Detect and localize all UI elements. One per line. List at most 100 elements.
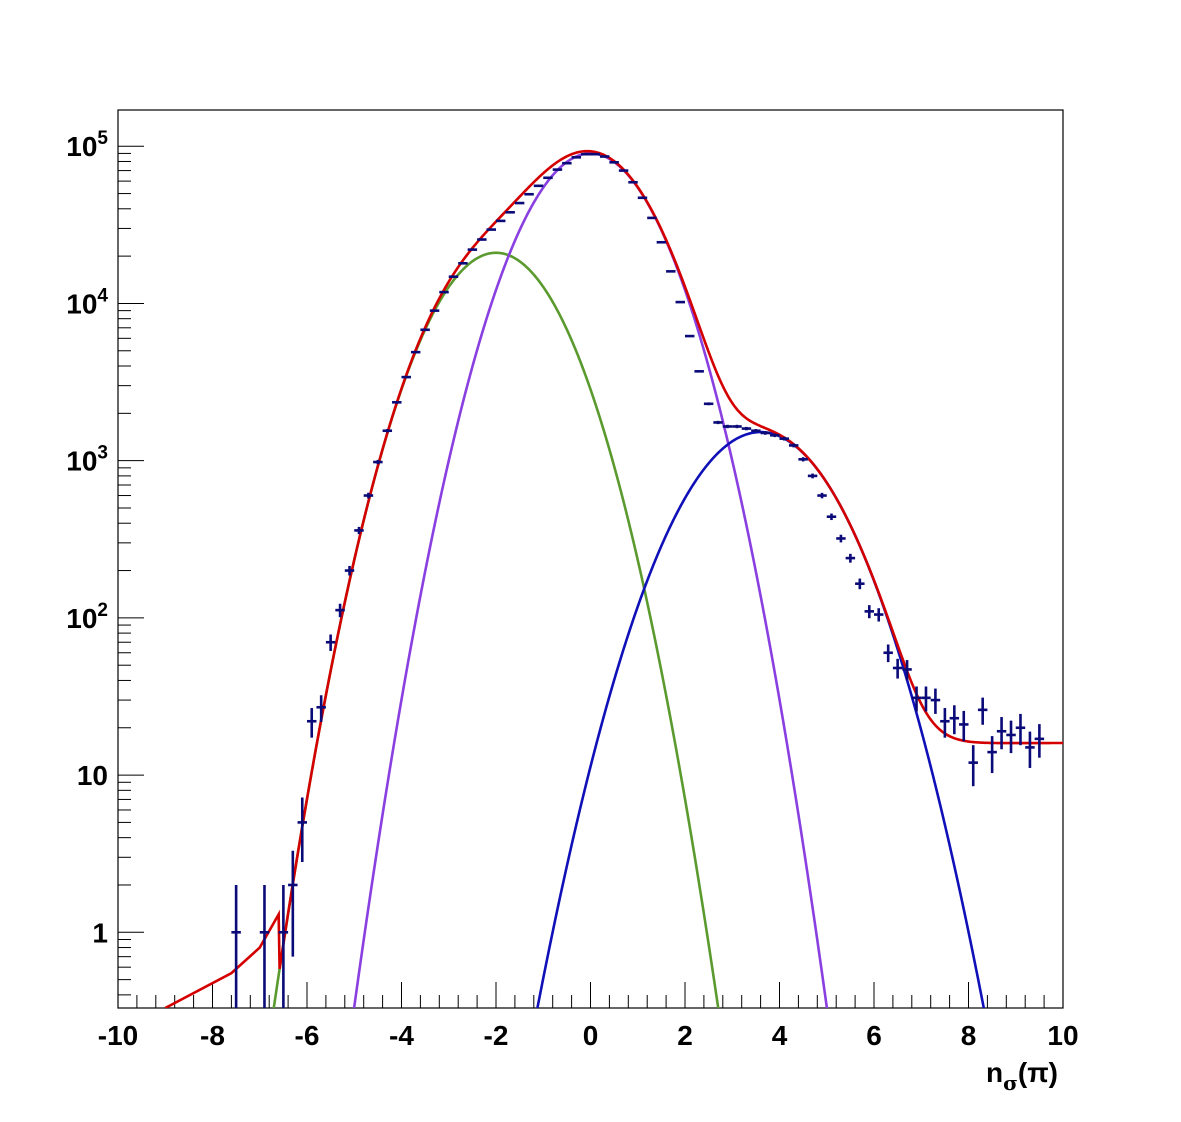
plot-frame — [117, 109, 1064, 1009]
y-tick-label-exponent: 3 — [97, 443, 108, 464]
data-point — [883, 644, 893, 663]
data-point — [1006, 720, 1016, 754]
data-point — [439, 290, 449, 294]
data-point — [788, 443, 799, 448]
data-point — [1025, 731, 1035, 768]
data-point — [448, 275, 459, 278]
data-point — [656, 240, 667, 244]
total-fit-curve — [164, 149, 1063, 1008]
data-point — [486, 228, 496, 231]
x-axis-title-suffix: (π) — [1018, 1057, 1058, 1088]
data-point — [959, 710, 969, 742]
y-tick-label: 104 — [66, 285, 108, 319]
y-tick-label: 102 — [66, 600, 108, 634]
y-tick-label-exponent: 4 — [97, 285, 108, 306]
x-tick-label: -4 — [389, 1020, 414, 1051]
data-point — [770, 433, 780, 438]
data-point — [401, 375, 411, 379]
data-point — [713, 420, 723, 425]
gaussian-component-curve — [352, 152, 829, 1008]
x-tick-label: -2 — [484, 1020, 509, 1051]
data-point — [373, 459, 383, 465]
gaussian-component-curve — [272, 251, 720, 1008]
data-point — [477, 238, 487, 241]
fit-curves — [164, 149, 1063, 1008]
data-point — [779, 436, 789, 441]
data-point — [977, 697, 988, 725]
data-point — [382, 429, 393, 433]
x-axis-title-subscript: σ — [1003, 1071, 1018, 1095]
x-tick-label: 10 — [1047, 1020, 1078, 1051]
data-point — [467, 248, 478, 251]
data-point — [410, 350, 421, 354]
data-point — [344, 565, 355, 576]
y-tick-label-exponent: 5 — [97, 128, 108, 149]
data-point — [392, 400, 402, 404]
y-tick-label-base: 10 — [66, 446, 97, 477]
x-tick-label: -6 — [295, 1020, 320, 1051]
y-tick-label-base: 10 — [66, 288, 97, 319]
data-point — [751, 429, 761, 433]
data-point — [259, 884, 270, 1008]
data-point — [798, 457, 808, 462]
data-point — [1034, 724, 1045, 758]
x-tick-label: 6 — [866, 1020, 882, 1051]
data-point — [807, 473, 818, 479]
data-point — [930, 688, 941, 714]
data-point — [533, 184, 544, 188]
data-point — [363, 492, 374, 499]
data-point — [826, 513, 837, 521]
data-point — [354, 526, 364, 535]
y-tick-label: 103 — [66, 443, 108, 477]
data-point — [429, 309, 440, 312]
x-tick-label: -8 — [200, 1020, 225, 1051]
data-point — [1015, 713, 1026, 746]
x-tick-label: 8 — [961, 1020, 977, 1051]
data-point — [647, 216, 657, 220]
data-point — [949, 705, 960, 735]
data-point — [968, 745, 978, 787]
data-point — [543, 176, 553, 180]
data-point — [817, 492, 827, 499]
x-tick-labels: -10 -8 -6 -4 -2 0 2 4 6 8 10 — [98, 1020, 1079, 1051]
data-point — [496, 219, 506, 223]
data-point — [987, 736, 997, 774]
data-point — [278, 884, 289, 1008]
axis-ticks — [117, 145, 1064, 1008]
data-point — [552, 168, 563, 171]
data-point — [307, 708, 317, 738]
data-point — [703, 402, 714, 406]
y-tick-label-base: 10 — [66, 603, 97, 634]
data-point — [316, 695, 326, 722]
data-point — [722, 424, 733, 429]
x-tick-label: 0 — [583, 1020, 599, 1051]
x-axis-title: nσ(π) — [986, 1057, 1058, 1095]
data-point — [514, 201, 525, 205]
y-tick-label: 1 — [92, 917, 108, 948]
x-axis-title-base: n — [986, 1057, 1003, 1088]
y-tick-label: 105 — [66, 128, 108, 162]
data-point — [940, 708, 950, 738]
data-point — [694, 370, 704, 373]
data-points — [231, 152, 1045, 1008]
data-point — [996, 717, 1007, 750]
data-point — [675, 300, 685, 304]
data-point — [618, 169, 629, 172]
data-point — [335, 603, 345, 618]
data-point — [505, 210, 515, 214]
data-point — [458, 262, 468, 265]
y-tick-label-base: 10 — [66, 131, 97, 162]
data-point — [874, 608, 884, 622]
y-tick-label: 10 — [77, 760, 108, 791]
data-point — [855, 578, 865, 590]
data-point — [760, 431, 771, 435]
x-tick-label: -10 — [98, 1020, 138, 1051]
data-point — [524, 192, 534, 196]
gaussian-component-curve — [536, 430, 986, 1008]
x-tick-label: 4 — [772, 1020, 788, 1051]
x-tick-label: 2 — [677, 1020, 693, 1051]
data-point — [628, 180, 638, 184]
data-point — [325, 634, 336, 651]
